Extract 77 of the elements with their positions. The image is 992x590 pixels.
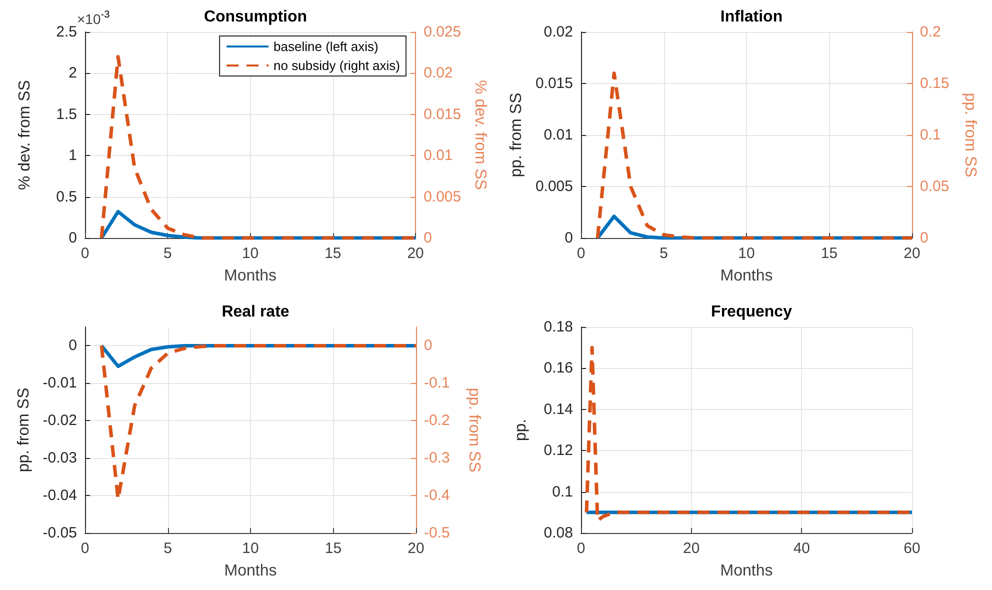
y-tick-label: 0.02 [544, 24, 573, 40]
y2-tick-label: 0 [424, 230, 432, 246]
y2-tick-label: -0.1 [424, 374, 450, 392]
x-tick-label: 20 [408, 540, 424, 557]
x-tick-label: 0 [576, 245, 586, 262]
legend-label: baseline (left axis) [274, 39, 378, 54]
x-axis-title: Months [720, 562, 773, 580]
y-tick-label: -0.03 [42, 450, 77, 467]
y-axis-title: pp. from SS [508, 92, 526, 178]
y2-tick-label: 0 [920, 230, 928, 246]
y2-tick-label: -0.2 [424, 412, 450, 430]
y2-axis-title: pp. from SS [962, 92, 978, 178]
y2-tick-label: 0.1 [920, 126, 941, 144]
y2-tick-label: 0.025 [424, 24, 462, 40]
y2-tick-label: 0.015 [424, 106, 462, 123]
y-tick-label: -0.02 [42, 412, 77, 430]
y2-tick-label: 0.05 [920, 178, 950, 195]
x-tick-label: 15 [820, 245, 838, 262]
y-tick-label: 2.5 [56, 24, 77, 40]
y-axis-title: % dev. from SS [16, 80, 34, 190]
x-tick-label: 10 [242, 245, 259, 262]
y-tick-label: 0 [68, 230, 77, 246]
x-axis-title: Months [720, 268, 773, 284]
chart-title: Real rate [222, 304, 290, 320]
y-tick-label: 0.12 [544, 442, 573, 460]
x-tick-label: 40 [793, 540, 810, 557]
y2-tick-label: 0 [424, 337, 432, 354]
x-tick-label: 0 [80, 540, 90, 557]
y-axis-title: pp. from SS [15, 388, 32, 472]
x-tick-label: 20 [682, 540, 700, 557]
x-tick-label: 10 [738, 245, 755, 262]
y2-tick-label: -0.4 [424, 487, 450, 504]
y-tick-label: 1 [68, 147, 77, 164]
line-series [596, 71, 914, 240]
y-tick-label: -0.04 [42, 487, 77, 504]
x-tick-label: 60 [904, 540, 920, 557]
chart-title: Inflation [720, 8, 783, 26]
x-axis-title: Months [224, 562, 277, 580]
legend-label: no subsidy (right axis) [274, 58, 400, 73]
x-tick-label: 10 [242, 540, 259, 557]
x-tick-label: 0 [576, 540, 586, 557]
chart-title: Consumption [204, 8, 308, 26]
y-tick-label: 0 [564, 230, 573, 246]
y2-tick-label: -0.5 [424, 524, 450, 542]
y2-axis-title: % dev. from SS [472, 80, 488, 190]
x-tick-label: 0 [80, 245, 90, 262]
y-tick-label: 0.14 [544, 400, 573, 418]
y2-tick-label: 0.02 [424, 64, 453, 82]
x-tick-label: 5 [660, 245, 668, 262]
x-tick-label: 20 [904, 245, 920, 262]
y2-tick-label: 0.2 [920, 24, 941, 40]
y-axis-title: pp. [512, 418, 530, 442]
y2-tick-label: 0.005 [424, 188, 462, 206]
y-tick-label: 0.01 [544, 126, 573, 144]
x-tick-label: 20 [407, 245, 424, 262]
y2-axis-title: pp. from SS [466, 388, 482, 472]
y-tick-label: 0.08 [544, 524, 573, 542]
x-axis-title: Months [224, 268, 277, 284]
y-tick-label: 0.1 [552, 483, 573, 500]
y-tick-label: 0.015 [535, 75, 573, 92]
y2-tick-label: -0.3 [424, 450, 450, 467]
x-tick-label: 15 [324, 540, 342, 557]
chart-title: Frequency [711, 304, 792, 320]
y2-tick-label: 0.01 [424, 147, 453, 164]
y-tick-label: 2 [68, 64, 77, 82]
x-tick-label: 15 [324, 245, 342, 262]
y-tick-label: -0.05 [42, 524, 77, 542]
y-tick-label: 0.16 [544, 360, 573, 377]
y-tick-label: 0.18 [544, 318, 573, 336]
y2-tick-label: 0.15 [920, 75, 950, 92]
y-tick-label: 0 [68, 337, 77, 354]
y-tick-label: 0.5 [56, 188, 77, 206]
y-tick-label: 0.005 [535, 178, 573, 195]
y-tick-label: 1.5 [56, 106, 77, 123]
y-tick-label: -0.01 [42, 374, 77, 392]
x-tick-label: 5 [163, 245, 172, 262]
x-tick-label: 5 [164, 540, 172, 557]
